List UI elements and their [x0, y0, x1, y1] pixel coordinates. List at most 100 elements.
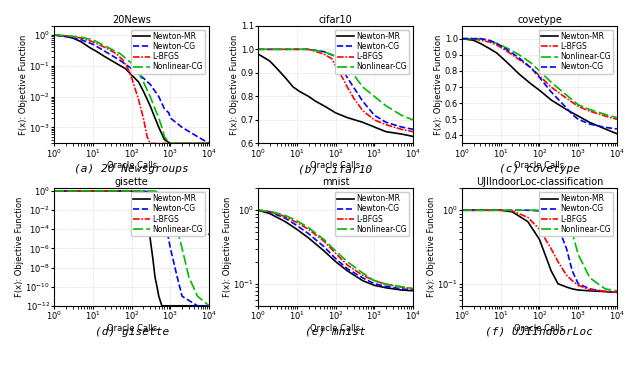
Newton-MR	[397, 288, 405, 292]
L-BFGS	[509, 209, 516, 213]
Nonlinear-CG	[563, 93, 570, 98]
Y-axis label: F(x): Objective Function: F(x): Objective Function	[230, 34, 239, 135]
Nonlinear-CG	[266, 47, 274, 51]
Nonlinear-CG	[332, 249, 339, 253]
Nonlinear-CG	[89, 37, 97, 42]
L-BFGS	[124, 67, 132, 71]
Nonlinear-CG	[497, 208, 504, 212]
Newton-CG	[536, 75, 543, 80]
L-BFGS	[613, 290, 621, 294]
Newton-MR	[100, 54, 108, 59]
Newton-MR	[273, 66, 280, 70]
Legend: Newton-MR, Newton-CG, L-BFGS, Nonlinear-CG: Newton-MR, Newton-CG, L-BFGS, Nonlinear-…	[131, 192, 205, 236]
Newton-CG	[563, 246, 570, 251]
Newton-MR	[293, 227, 301, 232]
Nonlinear-CG	[194, 294, 202, 299]
Newton-CG	[382, 120, 390, 124]
Newton-MR	[62, 34, 70, 39]
L-BFGS	[344, 263, 351, 267]
Newton-MR	[409, 288, 417, 293]
Newton-CG	[116, 58, 124, 63]
L-BFGS	[547, 85, 555, 89]
Nonlinear-CG	[77, 35, 85, 39]
Newton-CG	[89, 189, 97, 193]
L-BFGS	[134, 97, 142, 102]
Newton-MR	[134, 194, 142, 198]
X-axis label: Oracle Calls: Oracle Calls	[515, 161, 564, 170]
Newton-CG	[266, 47, 274, 51]
Nonlinear-CG	[568, 230, 576, 235]
Newton-MR	[504, 60, 511, 65]
Nonlinear-CG	[293, 47, 301, 51]
Newton-CG	[194, 134, 202, 139]
Newton-CG	[371, 282, 378, 286]
Newton-CG	[568, 268, 576, 273]
Nonlinear-CG	[89, 189, 97, 193]
Nonlinear-CG	[51, 33, 58, 37]
Newton-MR	[458, 36, 466, 41]
Nonlinear-CG	[470, 36, 477, 41]
Line: Newton-CG: Newton-CG	[54, 191, 209, 306]
L-BFGS	[563, 273, 570, 277]
Newton-CG	[77, 37, 85, 42]
Nonlinear-CG	[332, 54, 339, 59]
Nonlinear-CG	[161, 134, 168, 139]
Nonlinear-CG	[524, 208, 532, 212]
Newton-CG	[409, 288, 417, 292]
X-axis label: Oracle Calls: Oracle Calls	[515, 324, 564, 333]
Newton-CG	[524, 208, 532, 212]
L-BFGS	[119, 58, 127, 63]
Newton-CG	[89, 42, 97, 46]
L-BFGS	[205, 141, 213, 146]
Newton-MR	[282, 75, 289, 80]
Nonlinear-CG	[359, 85, 367, 89]
Nonlinear-CG	[158, 192, 166, 196]
Newton-MR	[113, 61, 120, 66]
Newton-CG	[359, 276, 367, 280]
Newton-CG	[293, 47, 301, 51]
L-BFGS	[524, 215, 532, 220]
Nonlinear-CG	[140, 189, 147, 193]
Y-axis label: F(x): Objective Function: F(x): Objective Function	[15, 197, 24, 297]
Newton-CG	[332, 256, 339, 261]
Newton-MR	[554, 282, 562, 286]
Newton-CG	[165, 110, 173, 115]
Newton-MR	[305, 235, 312, 240]
L-BFGS	[586, 109, 594, 113]
Newton-MR	[312, 99, 319, 103]
Line: L-BFGS: L-BFGS	[54, 191, 209, 234]
X-axis label: Oracle Calls: Oracle Calls	[107, 324, 157, 333]
Newton-CG	[173, 275, 181, 279]
Newton-CG	[397, 125, 405, 129]
Nonlinear-CG	[128, 189, 136, 193]
Line: Newton-CG: Newton-CG	[54, 35, 209, 144]
Title: mnist: mnist	[322, 177, 349, 187]
L-BFGS	[382, 282, 390, 287]
Nonlinear-CG	[163, 137, 170, 142]
Newton-MR	[493, 51, 501, 56]
Title: cifar10: cifar10	[319, 15, 353, 25]
Newton-CG	[515, 56, 523, 60]
Nonlinear-CG	[504, 46, 511, 51]
Y-axis label: F(x): Objective Function: F(x): Objective Function	[223, 197, 232, 297]
Newton-MR	[140, 89, 147, 93]
Newton-MR	[409, 134, 417, 139]
Nonlinear-CG	[547, 80, 555, 84]
Newton-CG	[382, 284, 390, 289]
Newton-MR	[536, 237, 543, 242]
Nonlinear-CG	[515, 53, 523, 57]
Newton-MR	[92, 49, 100, 53]
Newton-CG	[293, 223, 301, 228]
Nonlinear-CG	[509, 208, 516, 212]
Newton-MR	[574, 288, 582, 292]
L-BFGS	[166, 232, 174, 237]
Newton-MR	[568, 287, 576, 291]
Nonlinear-CG	[409, 118, 417, 122]
Nonlinear-CG	[134, 70, 142, 75]
Newton-MR	[163, 304, 170, 308]
L-BFGS	[515, 57, 523, 62]
Line: Newton-MR: Newton-MR	[54, 191, 209, 306]
Newton-MR	[382, 285, 390, 290]
L-BFGS	[205, 232, 213, 237]
L-BFGS	[527, 65, 534, 70]
